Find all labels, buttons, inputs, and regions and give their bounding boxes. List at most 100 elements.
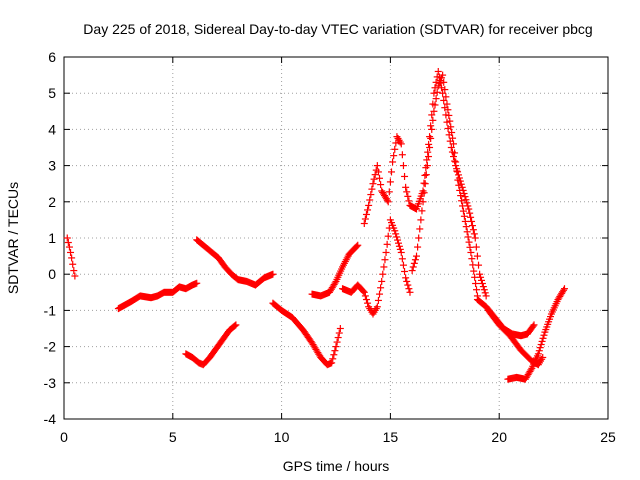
data-point-seg1 xyxy=(64,239,72,247)
data-point-seg1 xyxy=(70,267,78,275)
data-point-seg8 xyxy=(374,168,382,176)
data-point-seg9 xyxy=(428,125,436,133)
data-point-seg11 xyxy=(539,334,547,342)
data-point-seg7 xyxy=(392,230,400,238)
y-tick-label: 0 xyxy=(48,266,56,282)
data-point-seg7 xyxy=(395,242,403,250)
data-point-seg7 xyxy=(401,267,409,275)
y-tick-label: -4 xyxy=(44,411,57,427)
data-point-seg8 xyxy=(425,140,433,148)
data-point-seg6 xyxy=(331,279,339,287)
data-point-seg7 xyxy=(396,245,404,253)
data-point-seg9 xyxy=(472,280,480,288)
data-point-seg9 xyxy=(450,140,458,148)
data-point-seg5 xyxy=(331,347,339,355)
data-point-seg8 xyxy=(482,292,490,300)
y-tick-label: -2 xyxy=(44,339,57,355)
data-point-seg9 xyxy=(452,158,460,166)
data-point-seg8 xyxy=(454,171,462,179)
data-point-seg8 xyxy=(364,206,372,214)
data-point-seg9 xyxy=(457,192,465,200)
data-point-seg9 xyxy=(413,252,421,260)
data-point-seg9 xyxy=(417,216,425,224)
data-point-seg9 xyxy=(459,207,467,215)
data-point-seg11 xyxy=(535,347,543,355)
x-tick-label: 15 xyxy=(383,429,399,445)
data-point-seg9 xyxy=(453,167,461,175)
data-point-seg7 xyxy=(383,240,391,248)
data-point-seg9 xyxy=(409,263,417,271)
data-point-seg9 xyxy=(415,234,423,242)
data-point-seg8 xyxy=(391,145,399,153)
data-point-seg9 xyxy=(466,243,474,251)
data-point-seg7 xyxy=(394,239,402,247)
data-point-seg8 xyxy=(461,193,469,201)
data-point-seg9 xyxy=(410,259,418,267)
data-point-seg6 xyxy=(354,241,362,249)
data-point-seg9 xyxy=(454,176,462,184)
data-point-seg7 xyxy=(373,303,381,311)
data-point-seg8 xyxy=(480,286,488,294)
data-point-seg9 xyxy=(433,88,441,96)
data-point-seg8 xyxy=(478,280,486,288)
data-point-seg8 xyxy=(426,133,434,141)
data-point-seg9 xyxy=(426,144,434,151)
data-point-seg8 xyxy=(362,210,370,218)
data-point-seg9 xyxy=(439,71,447,79)
data-point-seg8 xyxy=(428,111,436,119)
grid-layer xyxy=(64,57,608,419)
data-point-seg8 xyxy=(477,273,485,281)
data-point-seg8 xyxy=(430,89,438,97)
data-point-seg8 xyxy=(361,215,369,223)
data-point-seg8 xyxy=(367,191,375,199)
data-point-seg7 xyxy=(406,288,414,296)
data-point-seg9 xyxy=(416,225,424,233)
data-point-seg5 xyxy=(329,355,337,363)
data-point-seg8 xyxy=(404,192,412,200)
data-point-seg9 xyxy=(418,207,426,215)
data-point-seg4 xyxy=(231,322,239,330)
data-point-seg9 xyxy=(464,233,472,241)
data-point-seg1 xyxy=(67,248,75,256)
data-point-seg10 xyxy=(530,321,538,329)
data-point-seg7 xyxy=(381,256,389,264)
data-point-seg9 xyxy=(447,123,455,131)
data-point-seg8 xyxy=(397,140,405,148)
data-point-seg9 xyxy=(441,86,449,94)
data-point-seg9 xyxy=(467,248,475,256)
data-point-seg9 xyxy=(443,100,451,108)
data-point-seg9 xyxy=(423,162,431,170)
data-point-seg8 xyxy=(365,201,373,209)
data-point-seg9 xyxy=(468,255,476,263)
data-point-seg5 xyxy=(335,329,343,337)
data-point-seg9 xyxy=(462,223,470,231)
data-point-seg7 xyxy=(397,248,405,256)
data-point-seg12 xyxy=(539,353,547,361)
data-marks xyxy=(63,67,568,383)
data-point-seg9 xyxy=(445,111,453,119)
data-point-seg9 xyxy=(427,134,435,142)
data-point-seg2 xyxy=(193,279,201,287)
data-point-seg7 xyxy=(376,290,384,298)
data-point-seg7 xyxy=(377,284,385,292)
data-point-seg8 xyxy=(383,196,391,204)
data-point-seg7 xyxy=(399,261,407,269)
data-point-seg8 xyxy=(481,289,489,297)
data-point-seg8 xyxy=(366,196,374,204)
data-point-seg5 xyxy=(332,343,340,351)
y-tick-label: -3 xyxy=(44,375,57,391)
data-point-seg8 xyxy=(477,276,485,284)
data-point-seg1 xyxy=(63,234,71,242)
data-point-seg8 xyxy=(479,283,487,291)
data-point-seg9 xyxy=(430,107,438,115)
data-point-seg7 xyxy=(403,277,411,285)
data-point-seg8 xyxy=(450,153,458,161)
data-point-seg8 xyxy=(369,180,377,188)
data-point-seg8 xyxy=(467,213,475,221)
data-point-seg8 xyxy=(462,196,470,204)
data-point-seg5 xyxy=(328,359,336,367)
data-point-seg8 xyxy=(399,162,407,170)
data-point-seg9 xyxy=(455,181,463,189)
y-tick-label: -1 xyxy=(44,302,57,318)
data-point-seg9 xyxy=(424,153,432,161)
